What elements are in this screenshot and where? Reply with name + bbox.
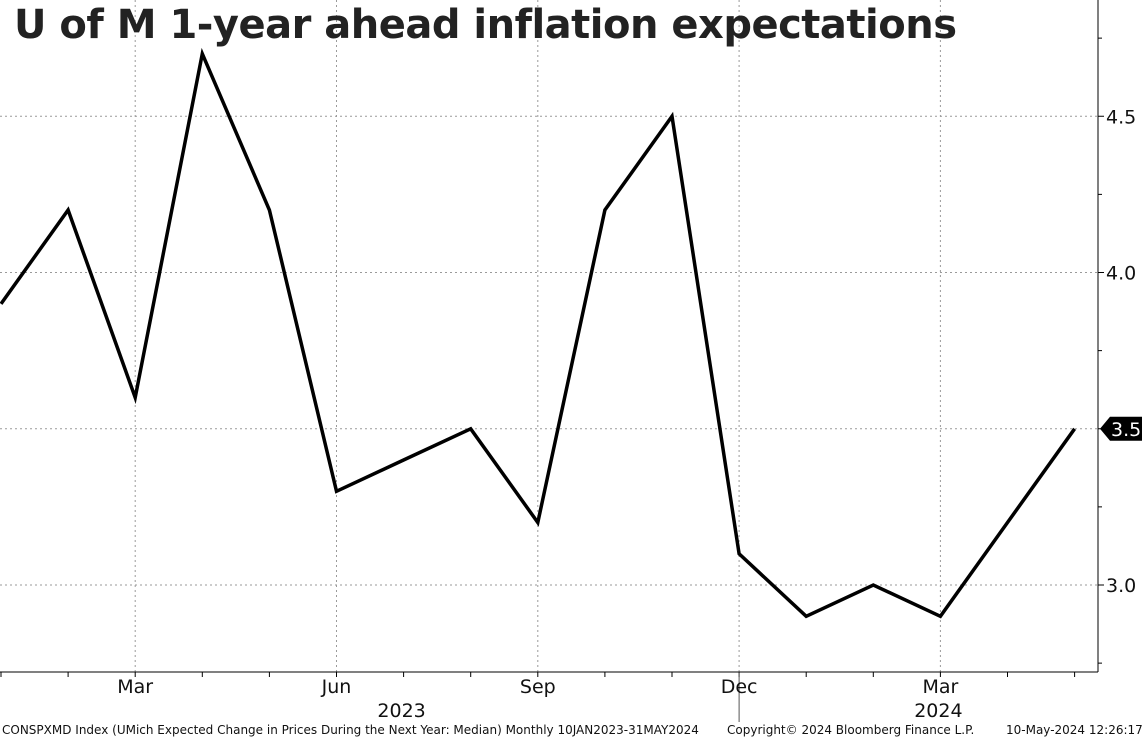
footer-source: CONSPXMD Index (UMich Expected Change in…: [2, 723, 699, 737]
tick-labels: 3.0 4.0 4.5 Mar Jun Sep Dec Mar 2023 2024 3.5: [117, 106, 1142, 722]
last-value-label: 3.5: [1111, 419, 1141, 441]
y-tick-label: 3.0: [1106, 575, 1136, 597]
series-layer: [0, 47, 1077, 619]
y-tick-label: 4.0: [1106, 263, 1136, 285]
year-label: 2023: [377, 700, 425, 722]
grid-lines: [0, 0, 1098, 672]
x-tick-label: Dec: [721, 676, 758, 698]
last-value-box: [1100, 416, 1142, 441]
axes: [0, 0, 1104, 722]
footer-copyright: Copyright© 2024 Bloomberg Finance L.P.: [727, 723, 975, 737]
series-line: [0, 47, 1077, 619]
footer-timestamp: 10-May-2024 12:26:17: [1006, 723, 1142, 737]
x-tick-label: Sep: [520, 676, 556, 698]
year-label: 2024: [914, 700, 962, 722]
chart-title: U of M 1-year ahead inflation expectatio…: [14, 2, 957, 48]
x-tick-label: Jun: [321, 676, 352, 698]
x-tick-label: Mar: [117, 676, 153, 698]
y-tick-label: 4.5: [1106, 106, 1136, 128]
x-tick-label: Mar: [922, 676, 958, 698]
